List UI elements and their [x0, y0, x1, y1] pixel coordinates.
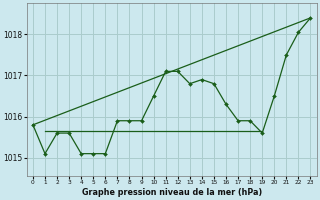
X-axis label: Graphe pression niveau de la mer (hPa): Graphe pression niveau de la mer (hPa)	[82, 188, 262, 197]
